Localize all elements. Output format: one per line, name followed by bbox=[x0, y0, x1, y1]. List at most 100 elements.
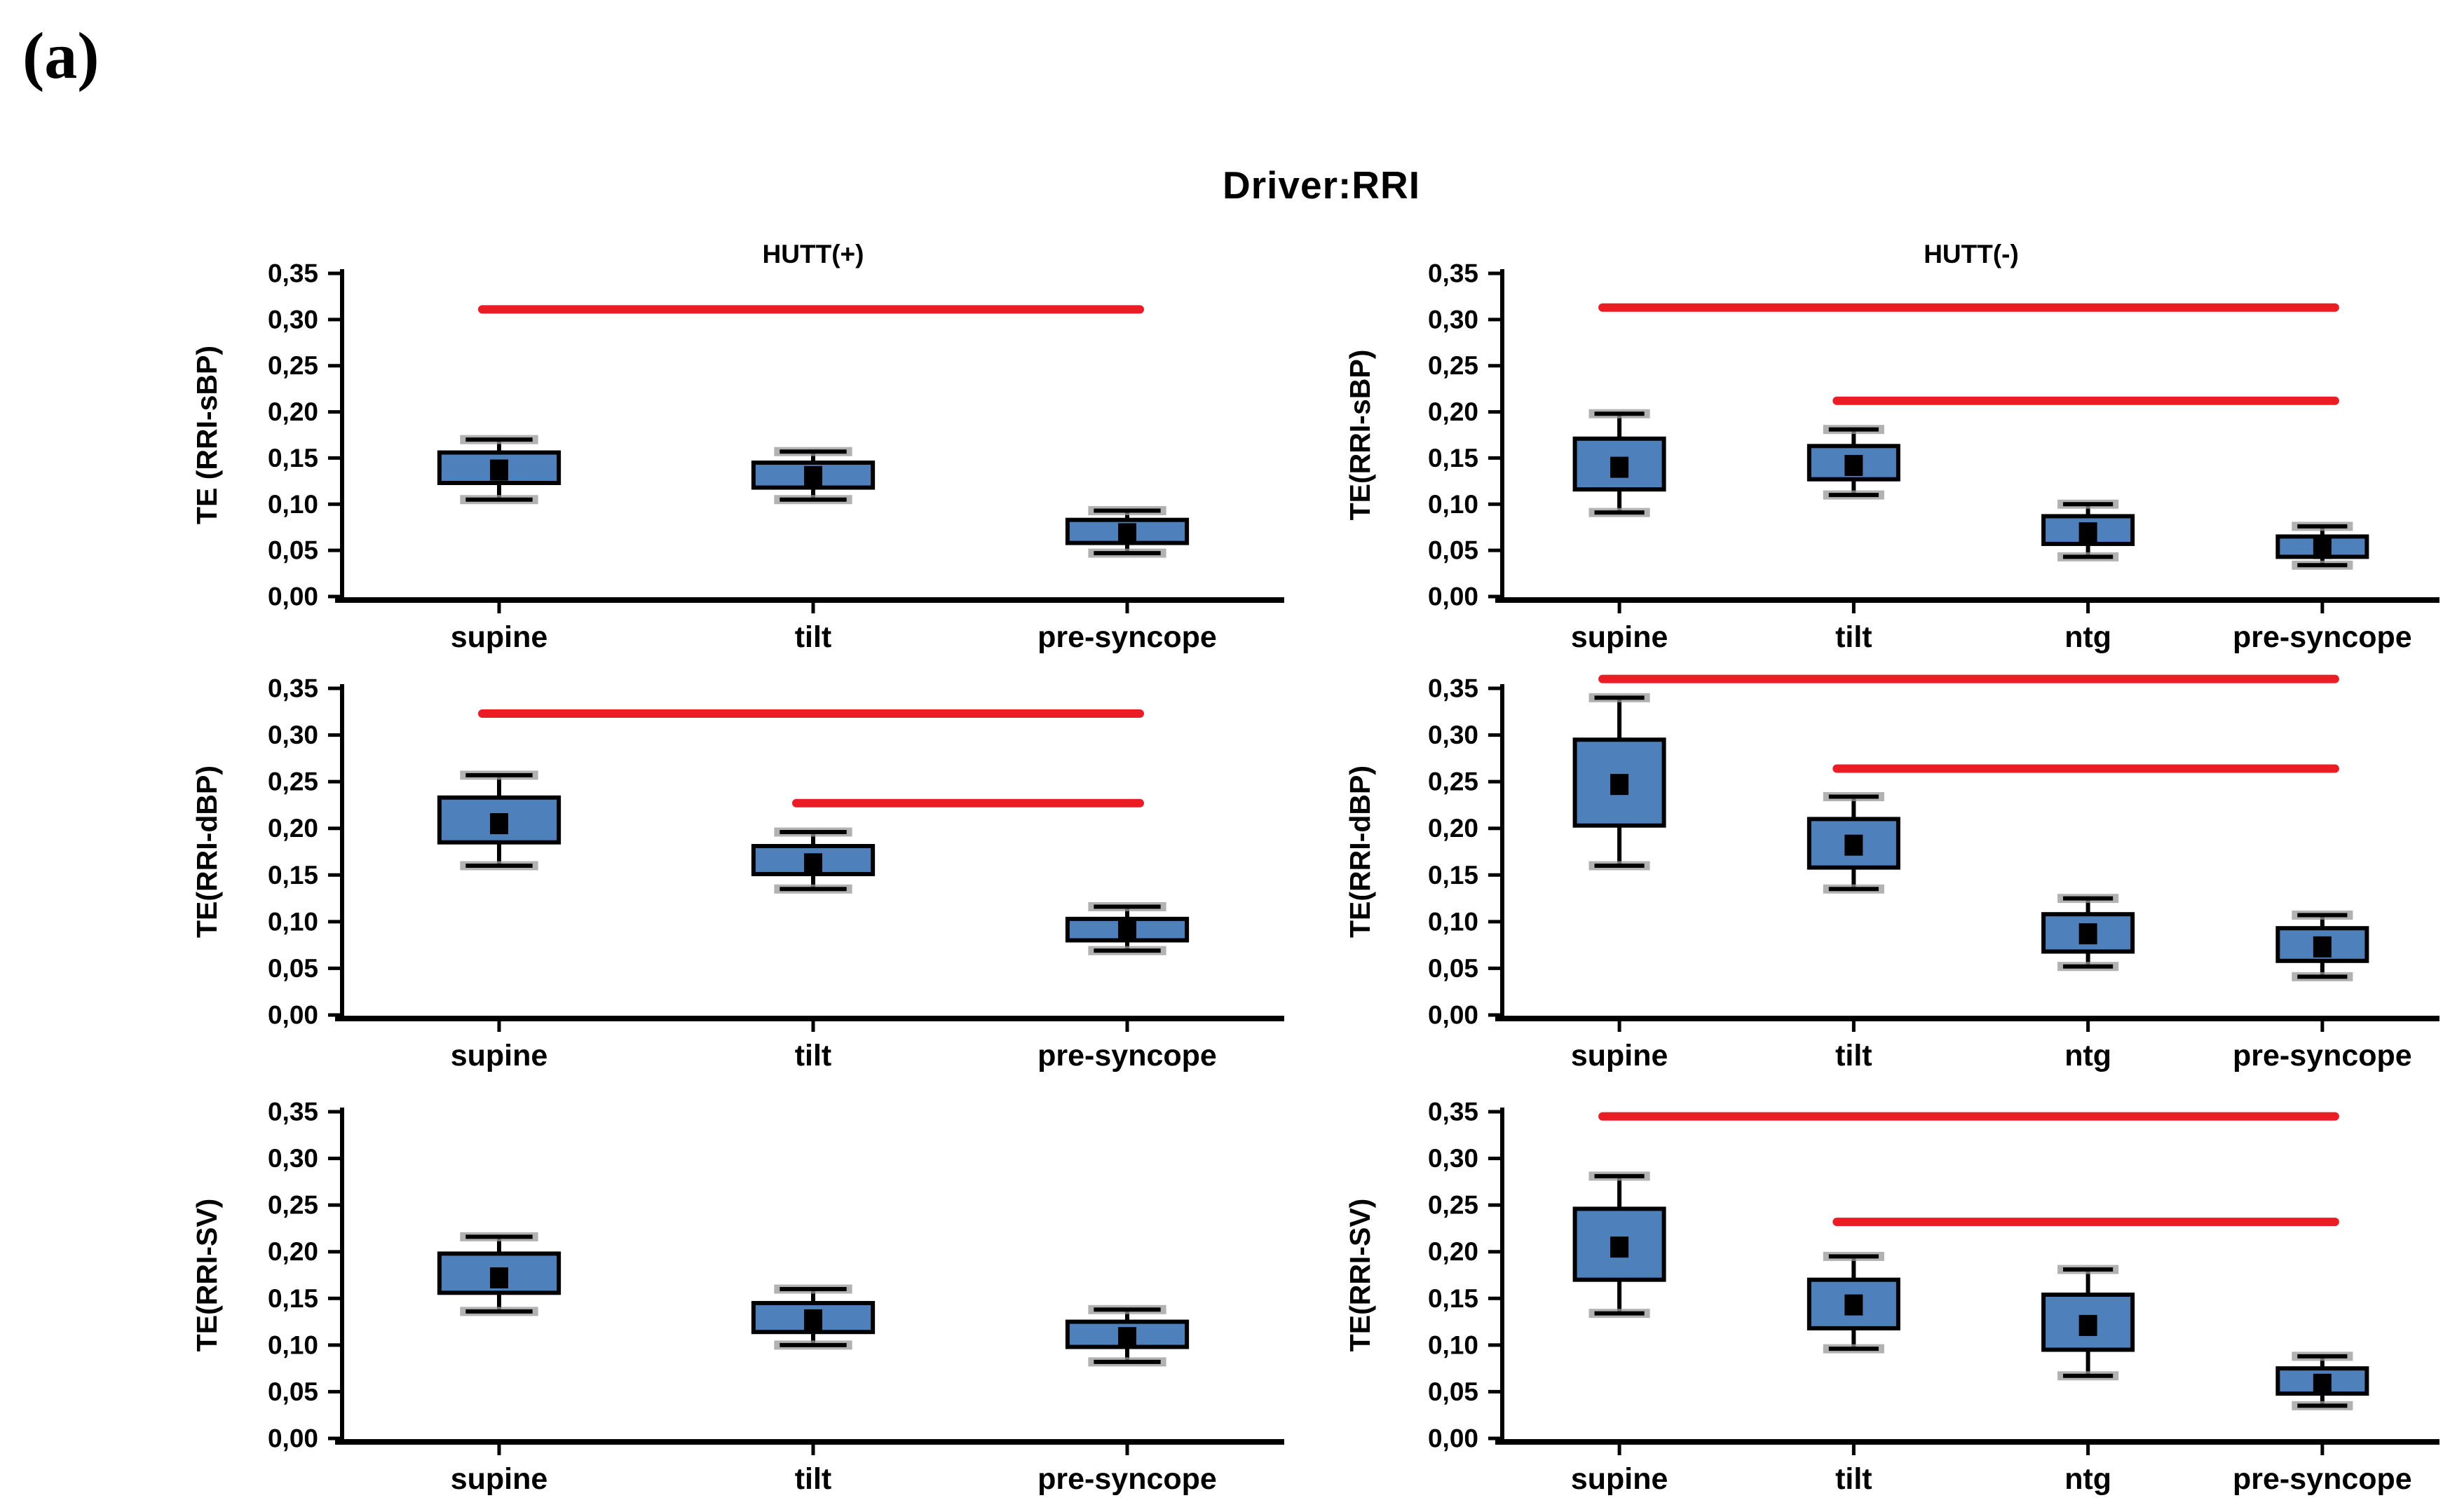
box-ntg bbox=[2041, 894, 2135, 972]
category-label: ntg bbox=[2064, 1462, 2111, 1496]
category-label: pre-syncope bbox=[2233, 620, 2412, 654]
box-tilt bbox=[751, 447, 876, 505]
y-tick-label: 0,30 bbox=[1428, 305, 1478, 334]
category-label: pre-syncope bbox=[1037, 1462, 1217, 1496]
category-label: supine bbox=[451, 1039, 548, 1072]
y-axis-title: TE(RRI-sBP) bbox=[1344, 350, 1376, 521]
mean-marker bbox=[804, 853, 822, 875]
y-axis-title: TE (RRI-sBP) bbox=[191, 346, 223, 524]
box-ntg bbox=[2041, 499, 2135, 561]
box-pre-syncope bbox=[1065, 902, 1190, 955]
y-tick-label: 0,05 bbox=[268, 1377, 318, 1406]
category-label: pre-syncope bbox=[1037, 620, 1217, 654]
y-tick-label: 0,15 bbox=[1428, 1284, 1478, 1313]
box-tilt bbox=[1806, 425, 1900, 500]
category-label: supine bbox=[1571, 620, 1668, 654]
mean-marker bbox=[1610, 774, 1629, 796]
y-tick-label: 0,05 bbox=[1428, 536, 1478, 565]
category-label: supine bbox=[1571, 1039, 1668, 1072]
boxplot-middle-right: 0,00 0,05 0,10 0,15 0,20 0,25 0,30 0,35 supine ti… bbox=[1344, 674, 2439, 1072]
boxplot-middle-left: 0,00 0,05 0,10 0,15 0,20 0,25 0,30 0,35 supine ti… bbox=[191, 674, 1284, 1072]
mean-marker bbox=[2313, 1373, 2332, 1395]
y-tick-label: 0,00 bbox=[268, 1001, 318, 1030]
box-supine bbox=[1572, 409, 1666, 517]
box-supine bbox=[437, 770, 562, 871]
y-tick-label: 0,20 bbox=[1428, 814, 1478, 843]
y-tick-label: 0,00 bbox=[1428, 1001, 1478, 1030]
boxplot-top-left: 0,00 0,05 0,10 0,15 0,20 0,25 0,30 0,35 supine ti… bbox=[191, 259, 1284, 654]
y-tick-label: 0,25 bbox=[268, 351, 318, 380]
mean-marker bbox=[2078, 923, 2097, 945]
category-label: supine bbox=[451, 620, 548, 654]
mean-marker bbox=[2078, 1314, 2097, 1336]
y-tick-label: 0,15 bbox=[1428, 861, 1478, 890]
box-ntg bbox=[2041, 1265, 2135, 1381]
category-label: pre-syncope bbox=[1037, 1039, 1217, 1072]
y-tick-label: 0,10 bbox=[1428, 1330, 1478, 1359]
mean-marker bbox=[1118, 1327, 1136, 1349]
y-tick-label: 0,15 bbox=[1428, 444, 1478, 472]
y-tick-label: 0,20 bbox=[268, 1237, 318, 1266]
mean-marker bbox=[1844, 454, 1863, 476]
box-supine bbox=[437, 435, 562, 505]
box-pre-syncope bbox=[2275, 522, 2369, 570]
box-tilt bbox=[1806, 1251, 1900, 1354]
y-tick-label: 0,10 bbox=[1428, 490, 1478, 519]
y-tick-label: 0,20 bbox=[268, 814, 318, 843]
mean-marker bbox=[1844, 1294, 1863, 1316]
y-tick-label: 0,00 bbox=[268, 583, 318, 611]
category-label: ntg bbox=[2064, 1039, 2111, 1072]
mean-marker bbox=[1610, 1237, 1629, 1258]
box-supine bbox=[1572, 1171, 1666, 1319]
figure-title: Driver:RRI bbox=[1222, 163, 1421, 207]
y-tick-label: 0,25 bbox=[1428, 1191, 1478, 1220]
y-tick-label: 0,25 bbox=[1428, 351, 1478, 380]
box-pre-syncope bbox=[2275, 1351, 2369, 1410]
column-header-hutt-negative: HUTT(-) bbox=[1924, 240, 2019, 268]
y-tick-label: 0,05 bbox=[268, 954, 318, 983]
column-header-hutt-positive: HUTT(+) bbox=[762, 240, 864, 268]
y-tick-label: 0,30 bbox=[1428, 1144, 1478, 1173]
y-tick-label: 0,15 bbox=[268, 861, 318, 890]
category-label: tilt bbox=[1835, 620, 1872, 654]
y-tick-label: 0,15 bbox=[268, 1284, 318, 1313]
y-tick-label: 0,30 bbox=[1428, 721, 1478, 749]
y-tick-label: 0,10 bbox=[268, 490, 318, 519]
box-tilt bbox=[751, 827, 876, 894]
category-label: supine bbox=[1571, 1462, 1668, 1496]
box-supine bbox=[437, 1232, 562, 1316]
mean-marker bbox=[1118, 523, 1136, 545]
box-tilt bbox=[751, 1284, 876, 1350]
boxplot-bottom-left: 0,00 0,05 0,10 0,15 0,20 0,25 0,30 0,35 supine ti… bbox=[191, 1098, 1284, 1496]
y-tick-label: 0,10 bbox=[1428, 907, 1478, 936]
boxplot-top-right: 0,00 0,05 0,10 0,15 0,20 0,25 0,30 0,35 supine ti… bbox=[1344, 259, 2439, 654]
y-tick-label: 0,35 bbox=[1428, 259, 1478, 288]
y-tick-label: 0,00 bbox=[268, 1424, 318, 1453]
y-tick-label: 0,30 bbox=[268, 305, 318, 334]
category-label: supine bbox=[451, 1462, 548, 1496]
mean-marker bbox=[804, 1309, 822, 1330]
y-tick-label: 0,20 bbox=[1428, 397, 1478, 426]
mean-marker bbox=[2313, 538, 2332, 559]
y-tick-label: 0,05 bbox=[1428, 954, 1478, 983]
panel-label: (a) bbox=[22, 20, 100, 93]
mean-marker bbox=[490, 813, 508, 835]
box-tilt bbox=[1806, 791, 1900, 894]
y-tick-label: 0,10 bbox=[268, 1330, 318, 1359]
category-label: tilt bbox=[795, 1462, 832, 1496]
y-axis-title: TE(RRI-SV) bbox=[1344, 1199, 1376, 1352]
category-label: tilt bbox=[795, 1039, 832, 1072]
boxplot-bottom-right: 0,00 0,05 0,10 0,15 0,20 0,25 0,30 0,35 supine ti… bbox=[1344, 1098, 2439, 1496]
mean-marker bbox=[1118, 919, 1136, 941]
category-label: tilt bbox=[1835, 1039, 1872, 1072]
mean-marker bbox=[804, 465, 822, 487]
category-label: tilt bbox=[795, 620, 832, 654]
y-tick-label: 0,00 bbox=[1428, 1424, 1478, 1453]
y-tick-label: 0,20 bbox=[1428, 1237, 1478, 1266]
y-tick-label: 0,15 bbox=[268, 444, 318, 472]
y-tick-label: 0,35 bbox=[268, 259, 318, 288]
category-label: ntg bbox=[2064, 620, 2111, 654]
category-label: pre-syncope bbox=[2233, 1039, 2412, 1072]
y-tick-label: 0,25 bbox=[268, 768, 318, 796]
